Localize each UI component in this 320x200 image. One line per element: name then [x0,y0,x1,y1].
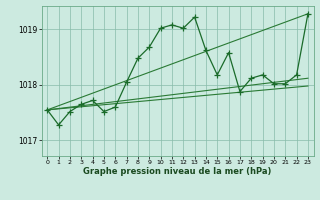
X-axis label: Graphe pression niveau de la mer (hPa): Graphe pression niveau de la mer (hPa) [84,167,272,176]
